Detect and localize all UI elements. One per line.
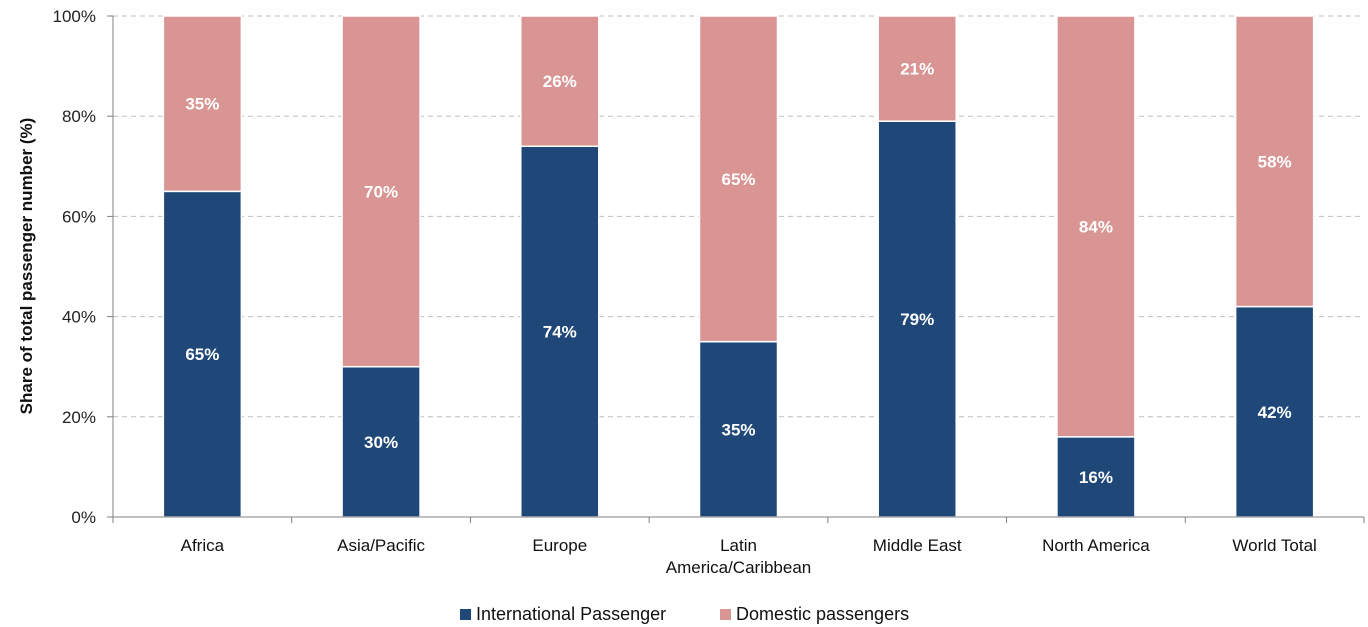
x-category-label: North America: [1042, 536, 1150, 555]
data-label: 58%: [1258, 152, 1292, 171]
bar-domestic: [1056, 15, 1136, 438]
bar-domestic: [520, 15, 600, 148]
y-tick-label: 100%: [53, 7, 96, 26]
y-tick-labels: 0% 20% 40% 60% 80% 100%: [53, 7, 96, 527]
y-tick-label: 20%: [62, 408, 96, 427]
y-tick-label: 60%: [62, 207, 96, 226]
bars: [162, 15, 1315, 518]
bar-international: [162, 190, 243, 518]
x-category-label: Asia/Pacific: [337, 536, 425, 555]
x-category-label: Middle East: [873, 536, 962, 555]
data-label: 65%: [721, 170, 755, 189]
y-tick-label: 80%: [62, 107, 96, 126]
y-tick-label: 40%: [62, 308, 96, 327]
data-label: 65%: [185, 345, 219, 364]
data-label: 30%: [364, 433, 398, 452]
legend-label: International Passenger: [476, 604, 666, 624]
x-category-labels: Africa Asia/Pacific Europe Latin America/Car…: [181, 536, 1317, 577]
legend-swatch: [720, 609, 731, 620]
x-category-label: World Total: [1232, 536, 1316, 555]
data-label: 26%: [543, 72, 577, 91]
x-category-label: America/Caribbean: [666, 558, 812, 577]
data-labels: 65% 35% 30% 70% 74% 26% 35% 65% 79% 21% 16% 84% 42% 5…: [185, 60, 1291, 487]
data-label: 35%: [185, 95, 219, 114]
data-label: 74%: [543, 323, 577, 342]
bar-domestic: [877, 15, 957, 122]
x-category-label: Africa: [181, 536, 225, 555]
data-label: 84%: [1079, 217, 1113, 236]
x-category-label: Latin: [720, 536, 757, 555]
legend-swatch: [460, 609, 471, 620]
legend-label: Domestic passengers: [736, 604, 909, 624]
data-label: 70%: [364, 182, 398, 201]
data-label: 21%: [900, 60, 934, 79]
data-label: 16%: [1079, 468, 1113, 487]
bar-domestic: [162, 15, 243, 193]
data-label: 79%: [900, 310, 934, 329]
legend: International Passenger Domestic passenge…: [460, 604, 909, 624]
bar-domestic: [1234, 15, 1315, 308]
data-label: 42%: [1258, 403, 1292, 422]
bar-international: [341, 365, 421, 518]
bar-domestic: [341, 15, 421, 368]
x-category-label: Europe: [532, 536, 587, 555]
bar-international: [1234, 305, 1315, 518]
y-tick-label: 0%: [71, 508, 96, 527]
bar-domestic: [698, 15, 779, 343]
axes: [107, 15, 1365, 523]
data-label: 35%: [721, 420, 755, 439]
y-axis-label: Share of total passenger number (%): [17, 118, 36, 415]
bar-international: [877, 120, 957, 518]
